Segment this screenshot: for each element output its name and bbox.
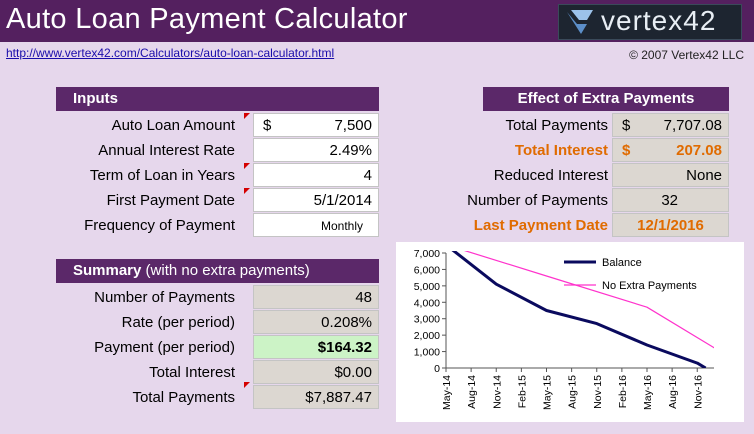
- inputs-heading-text: Inputs: [73, 90, 118, 107]
- comment-marker: [244, 382, 250, 388]
- interest-rate-label: Annual Interest Rate: [98, 142, 235, 159]
- summary-total-interest-label: Total Interest: [149, 364, 235, 381]
- summary-total-payments: $7,887.47: [253, 385, 379, 409]
- x-tick-label: Nov-16: [692, 375, 704, 409]
- extra-number-of-payments: 32: [612, 188, 729, 212]
- last-payment-date: 12/1/2016: [612, 213, 729, 237]
- extra-payments-heading-text: Effect of Extra Payments: [517, 90, 695, 107]
- legend-label: Balance: [602, 257, 642, 269]
- loan-term-input[interactable]: 4: [253, 163, 379, 187]
- currency-symbol: $: [263, 117, 272, 134]
- vertex42-logo[interactable]: vertex42: [558, 4, 742, 40]
- loan-term-value: 4: [363, 167, 372, 184]
- y-tick-label: 0: [434, 363, 440, 375]
- logo-text: vertex42: [601, 5, 717, 36]
- summary-number-of-payments-value: 48: [355, 289, 372, 306]
- x-tick-label: May-15: [542, 375, 554, 410]
- loan-amount-value: 7,500: [334, 117, 372, 134]
- extra-number-of-payments-value: 32: [661, 192, 678, 209]
- balance-chart-svg: 0 1,000 2,000 3,000 4,000 5,000 6,000 7,000 May-…: [414, 248, 714, 410]
- legend-label: No Extra Payments: [602, 280, 697, 292]
- summary-total-payments-label: Total Payments: [132, 389, 235, 406]
- first-payment-date-value: 5/1/2014: [313, 192, 372, 209]
- x-tick-label: Nov-15: [592, 375, 604, 409]
- extra-payments-heading: Effect of Extra Payments: [483, 87, 729, 111]
- y-tick-label: 3,000: [414, 314, 440, 326]
- last-payment-date-label: Last Payment Date: [473, 217, 608, 234]
- x-tick-label: Aug-15: [567, 375, 579, 409]
- copyright-text: © 2007 Vertex42 LLC: [629, 48, 744, 62]
- payment-frequency-label: Frequency of Payment: [84, 217, 235, 234]
- extra-total-payments: $ 7,707.08: [612, 113, 729, 137]
- x-tick-label: May-16: [642, 375, 654, 410]
- y-tick-label: 7,000: [414, 248, 440, 260]
- rate-per-period-label: Rate (per period): [121, 314, 235, 331]
- x-tick-label: Aug-14: [466, 375, 478, 409]
- comment-marker: [244, 188, 250, 194]
- x-tick-label: Feb-16: [617, 375, 629, 408]
- y-tick-label: 4,000: [414, 297, 440, 309]
- extra-number-of-payments-label: Number of Payments: [467, 192, 608, 209]
- extra-total-interest: $ 207.08: [612, 138, 729, 162]
- summary-total-interest-value: $0.00: [334, 364, 372, 381]
- comment-marker: [244, 113, 250, 119]
- loan-term-label: Term of Loan in Years: [89, 167, 235, 184]
- interest-rate-input[interactable]: 2.49%: [253, 138, 379, 162]
- y-tick-label: 1,000: [414, 347, 440, 359]
- reduced-interest-value: None: [686, 167, 722, 184]
- summary-heading: Summary (with no extra payments): [56, 259, 379, 283]
- last-payment-date-value: 12/1/2016: [637, 217, 704, 234]
- y-tick-label: 2,000: [414, 330, 440, 342]
- currency-symbol: $: [622, 117, 631, 134]
- payment-per-period-label: Payment (per period): [94, 339, 235, 356]
- extra-total-interest-label: Total Interest: [514, 142, 608, 159]
- rate-per-period-value: 0.208%: [321, 314, 372, 331]
- x-tick-label: May-14: [441, 375, 453, 410]
- interest-rate-value: 2.49%: [329, 142, 372, 159]
- summary-heading-text: Summary: [73, 262, 142, 279]
- payment-per-period-value: $164.32: [317, 339, 372, 356]
- title-bar: Auto Loan Payment Calculator vertex42: [0, 0, 754, 42]
- extra-total-interest-value: 207.08: [676, 142, 722, 159]
- series-line-no-extra-payments: [463, 251, 714, 349]
- y-tick-label: 6,000: [414, 264, 440, 276]
- series-line-balance: [451, 251, 707, 368]
- balance-chart: 0 1,000 2,000 3,000 4,000 5,000 6,000 7,000 May-…: [396, 242, 744, 422]
- payment-frequency-select[interactable]: Monthly: [253, 213, 379, 237]
- page-title: Auto Loan Payment Calculator: [6, 3, 408, 35]
- reduced-interest-label: Reduced Interest: [493, 167, 608, 184]
- loan-amount-label: Auto Loan Amount: [111, 117, 235, 134]
- summary-total-interest: $0.00: [253, 360, 379, 384]
- currency-symbol: $: [622, 142, 631, 159]
- payment-frequency-value: Monthly: [320, 219, 363, 233]
- extra-total-payments-label: Total Payments: [505, 117, 608, 134]
- inputs-heading: Inputs: [56, 87, 379, 111]
- payment-per-period: $164.32: [253, 335, 379, 359]
- summary-subheading: (with no extra payments): [145, 262, 310, 279]
- x-tick-label: Aug-16: [667, 375, 679, 409]
- summary-number-of-payments: 48: [253, 285, 379, 309]
- summary-total-payments-value: $7,887.47: [305, 389, 372, 406]
- calculator-link[interactable]: http://www.vertex42.com/Calculators/auto…: [6, 46, 335, 60]
- y-tick-label: 5,000: [414, 281, 440, 293]
- loan-amount-input[interactable]: $ 7,500: [253, 113, 379, 137]
- x-tick-label: Feb-15: [516, 375, 528, 408]
- summary-number-of-payments-label: Number of Payments: [94, 289, 235, 306]
- first-payment-date-label: First Payment Date: [106, 192, 235, 209]
- vertex42-logo-icon: [567, 10, 593, 34]
- comment-marker: [244, 163, 250, 169]
- x-tick-label: Nov-14: [491, 375, 503, 409]
- extra-total-payments-value: 7,707.08: [663, 117, 722, 134]
- rate-per-period: 0.208%: [253, 310, 379, 334]
- reduced-interest: None: [612, 163, 729, 187]
- first-payment-date-input[interactable]: 5/1/2014: [253, 188, 379, 212]
